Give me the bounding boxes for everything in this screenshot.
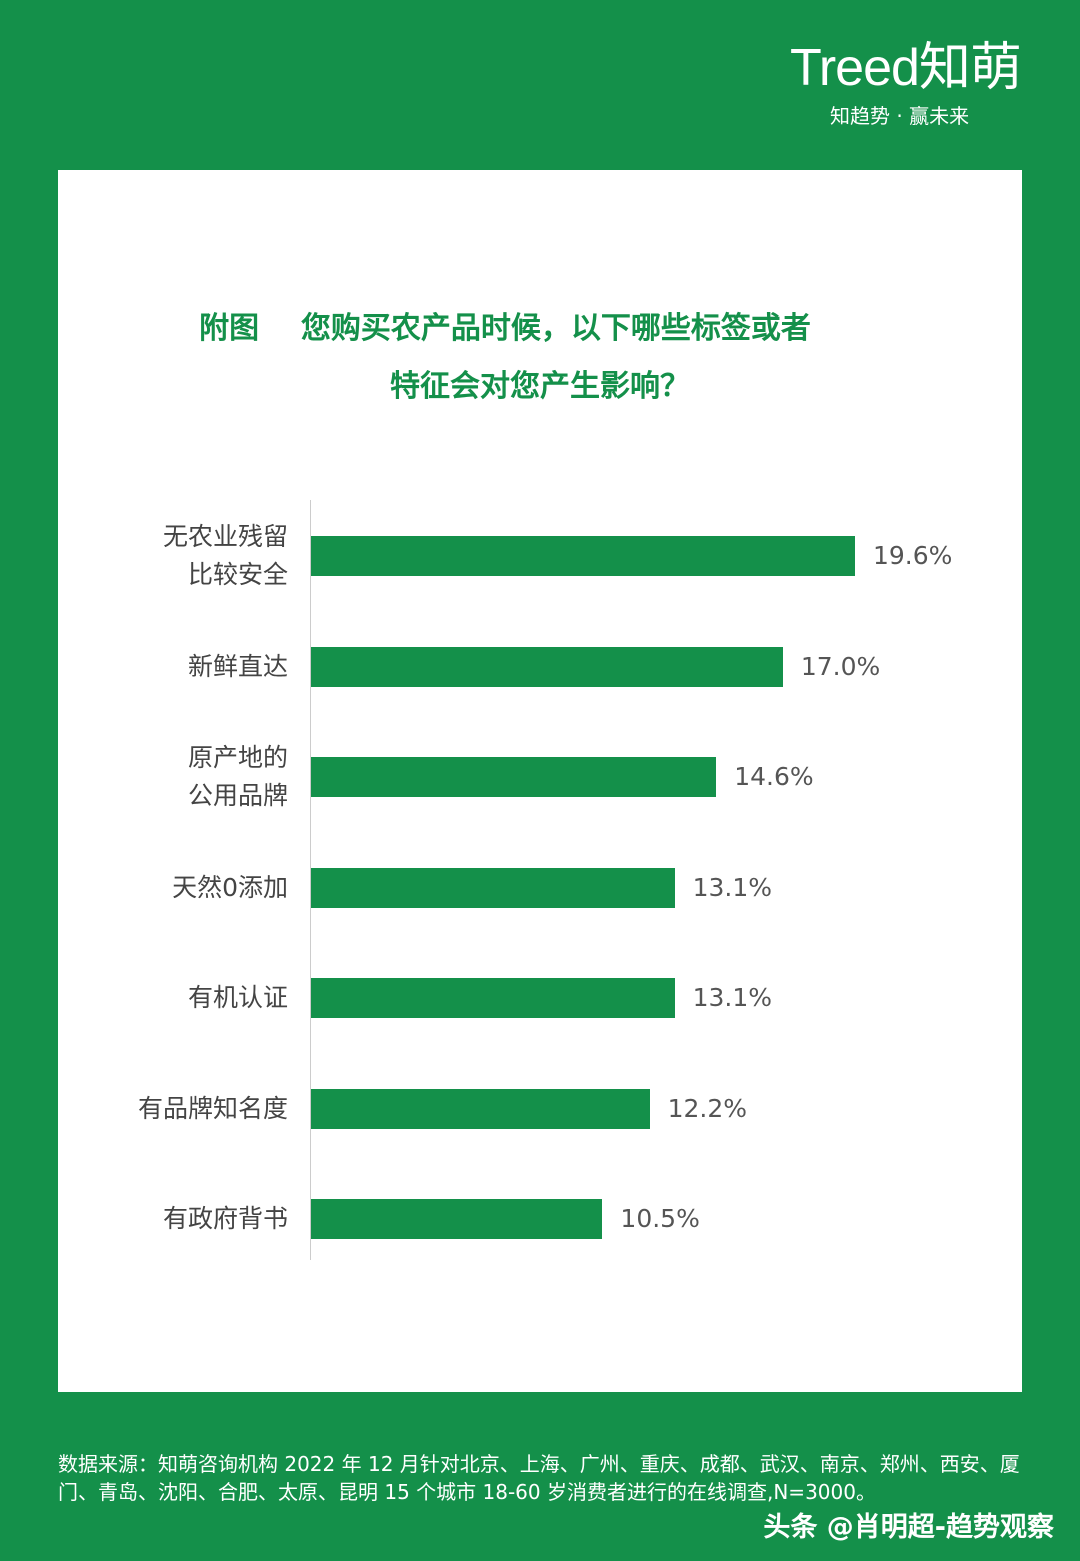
category-label: 无农业残留 比较安全 <box>162 522 288 589</box>
category-label: 有政府背书 <box>162 1204 288 1233</box>
data-source-note: 数据来源：知萌咨询机构 2022 年 12 月针对北京、上海、广州、重庆、成都、… <box>58 1452 1020 1504</box>
chart-title: 附图 您购买农产品时候，以下哪些标签或者 特征会对您产生影响？ <box>0 300 1080 416</box>
data-label: 13.1% <box>692 983 772 1012</box>
category-label: 新鲜直达 <box>187 651 288 681</box>
bar <box>311 978 675 1018</box>
treed-logo: Treed知萌 知趋势 · 赢未来 <box>790 38 1022 129</box>
title-line-2: 特征会对您产生影响？ <box>390 369 690 404</box>
category-label: 有品牌知名度 <box>137 1093 288 1123</box>
y-axis-line <box>310 500 311 1260</box>
data-label: 12.2% <box>667 1093 748 1123</box>
data-label: 19.6% <box>873 541 953 570</box>
data-label: 17.0% <box>800 651 881 681</box>
bar <box>311 1088 650 1129</box>
category-label: 原产地的 公用品牌 <box>187 743 288 810</box>
logo-brand: Treed知萌 <box>790 39 1022 97</box>
data-label: 10.5% <box>620 1204 700 1233</box>
category-label: 有机认证 <box>187 983 288 1012</box>
title-line-1: 附图 您购买农产品时候，以下哪些标签或者 <box>199 311 811 346</box>
watermark-signature: 头条 @肖明超-趋势观察 <box>763 1512 1054 1543</box>
bar <box>311 1199 603 1239</box>
category-label: 天然0添加 <box>172 872 288 902</box>
bar <box>311 867 675 908</box>
data-label: 13.1% <box>692 872 772 902</box>
bar <box>311 536 855 576</box>
bar <box>311 757 717 797</box>
logo-slogan: 知趋势 · 赢未来 <box>830 104 970 128</box>
bar <box>311 646 783 687</box>
data-label: 14.6% <box>734 762 814 791</box>
